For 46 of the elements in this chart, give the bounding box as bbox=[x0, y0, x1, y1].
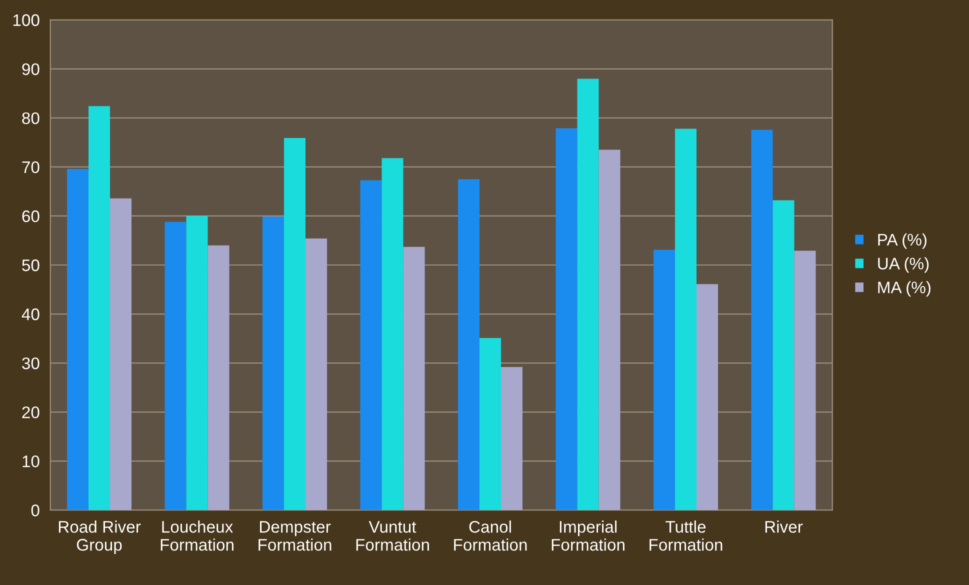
bar bbox=[598, 150, 620, 510]
legend-label: PA (%) bbox=[878, 233, 926, 249]
bar bbox=[696, 284, 718, 510]
bar bbox=[751, 130, 773, 510]
x-tick-label: Dempster Formation bbox=[258, 521, 332, 551]
bar bbox=[577, 78, 599, 510]
y-tick-label: 10 bbox=[22, 456, 40, 468]
bar bbox=[674, 128, 696, 510]
bar bbox=[186, 216, 208, 510]
y-tick-label: 30 bbox=[22, 357, 40, 370]
y-tick-label: 60 bbox=[22, 210, 40, 222]
x-tick-label: River bbox=[765, 520, 803, 533]
y-tick-label: 20 bbox=[22, 406, 40, 418]
bar bbox=[794, 250, 816, 510]
bar bbox=[458, 179, 480, 510]
bar bbox=[772, 200, 794, 510]
bar bbox=[67, 168, 89, 510]
legend-label: UA (%) bbox=[878, 257, 929, 273]
bar bbox=[403, 246, 425, 510]
y-tick-label: 80 bbox=[22, 112, 40, 124]
bar bbox=[284, 138, 306, 510]
bar bbox=[262, 216, 284, 510]
bar bbox=[501, 366, 523, 510]
y-tick-label: 100 bbox=[13, 14, 40, 26]
legend-label: MA (%) bbox=[878, 281, 930, 297]
y-tick-label: 0 bbox=[31, 504, 40, 516]
bar bbox=[88, 106, 110, 510]
bar bbox=[164, 222, 186, 510]
y-tick-label: 70 bbox=[22, 161, 40, 174]
bar bbox=[556, 128, 578, 510]
y-tick-label: 90 bbox=[22, 63, 40, 76]
x-tick-label: Vuntut Formation bbox=[356, 521, 429, 551]
bar bbox=[306, 238, 328, 510]
bar bbox=[653, 250, 675, 510]
bar bbox=[360, 180, 382, 510]
x-tick-label: Imperial Formation bbox=[552, 520, 624, 551]
x-tick-label: Tuttle Formation bbox=[650, 520, 722, 551]
bar bbox=[110, 198, 132, 510]
x-tick-label: Road River Group bbox=[58, 520, 141, 554]
x-tick-label: Canol Formation bbox=[454, 520, 527, 551]
y-tick-label: 40 bbox=[22, 308, 40, 320]
bar bbox=[480, 338, 502, 510]
bar bbox=[382, 158, 404, 510]
bar bbox=[208, 245, 230, 510]
x-tick-label: Loucheux Formation bbox=[160, 520, 234, 551]
y-tick-label: 50 bbox=[22, 259, 40, 272]
